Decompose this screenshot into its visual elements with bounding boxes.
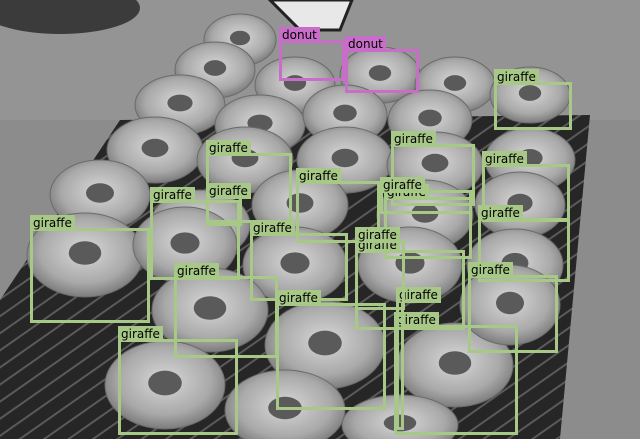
detection-box-giraffe: giraffe (118, 326, 238, 435)
donut-hole (141, 138, 169, 158)
detection-box-giraffe: giraffe (206, 183, 251, 226)
donut-hole (148, 370, 182, 396)
detection-label: giraffe (494, 69, 539, 85)
detection-box-giraffe: giraffe (478, 205, 570, 282)
donut-hole (308, 330, 342, 356)
detection-label: donut (279, 27, 320, 43)
detection-box-giraffe: giraffe (391, 131, 475, 206)
detection-label: giraffe (250, 220, 295, 236)
detection-box-giraffe: giraffe (355, 227, 405, 310)
donut-hole (167, 94, 193, 112)
detection-box-giraffe: giraffe (494, 69, 572, 130)
donut-hole (68, 241, 102, 265)
basket-object (0, 0, 140, 34)
detection-label: giraffe (380, 177, 425, 193)
card-object (267, 0, 354, 32)
donut-hole (496, 291, 524, 315)
detection-label: giraffe (150, 187, 195, 203)
detection-box-giraffe: giraffe (30, 215, 150, 323)
detection-label: giraffe (396, 287, 441, 303)
detection-box-giraffe: giraffe (276, 290, 386, 410)
donut-hole (383, 414, 417, 432)
detection-label: giraffe (482, 151, 527, 167)
donut-hole (333, 104, 357, 122)
detection-box-giraffe: giraffe (394, 312, 518, 435)
donut-hole (229, 30, 251, 46)
donut-hole (418, 109, 442, 127)
detection-label: giraffe (30, 215, 75, 231)
detection-label: giraffe (206, 140, 251, 156)
detection-box-giraffe: giraffe (296, 168, 380, 243)
detection-label: giraffe (174, 263, 219, 279)
detection-box-donut: donut (345, 36, 419, 93)
donut-hole (438, 351, 472, 375)
detection-label: giraffe (276, 290, 321, 306)
donut-hole (280, 252, 310, 274)
detection-label: giraffe (468, 262, 513, 278)
donut-hole (86, 183, 114, 203)
donut-hole (170, 232, 200, 254)
donut-hole (368, 65, 392, 81)
detection-label: giraffe (391, 131, 436, 147)
detection-box-giraffe: giraffe (380, 177, 472, 214)
detection-label: giraffe (394, 312, 439, 328)
donut-hole (443, 75, 467, 91)
detection-box-donut: donut (279, 27, 345, 81)
detection-box-giraffe: giraffe (468, 262, 558, 353)
donut-hole (421, 153, 449, 173)
donut-hole (203, 60, 227, 76)
detection-box-giraffe: giraffe (396, 287, 441, 430)
detection-label: giraffe (206, 183, 251, 199)
donut-hole (193, 296, 227, 320)
detection-label: donut (345, 36, 386, 52)
detection-label: giraffe (296, 168, 341, 184)
donut-hole (286, 193, 314, 213)
detection-label: giraffe (478, 205, 523, 221)
detection-label: giraffe (118, 326, 163, 342)
detection-label: giraffe (355, 227, 400, 243)
donut-hole (518, 85, 542, 101)
donut-hole (331, 148, 359, 168)
